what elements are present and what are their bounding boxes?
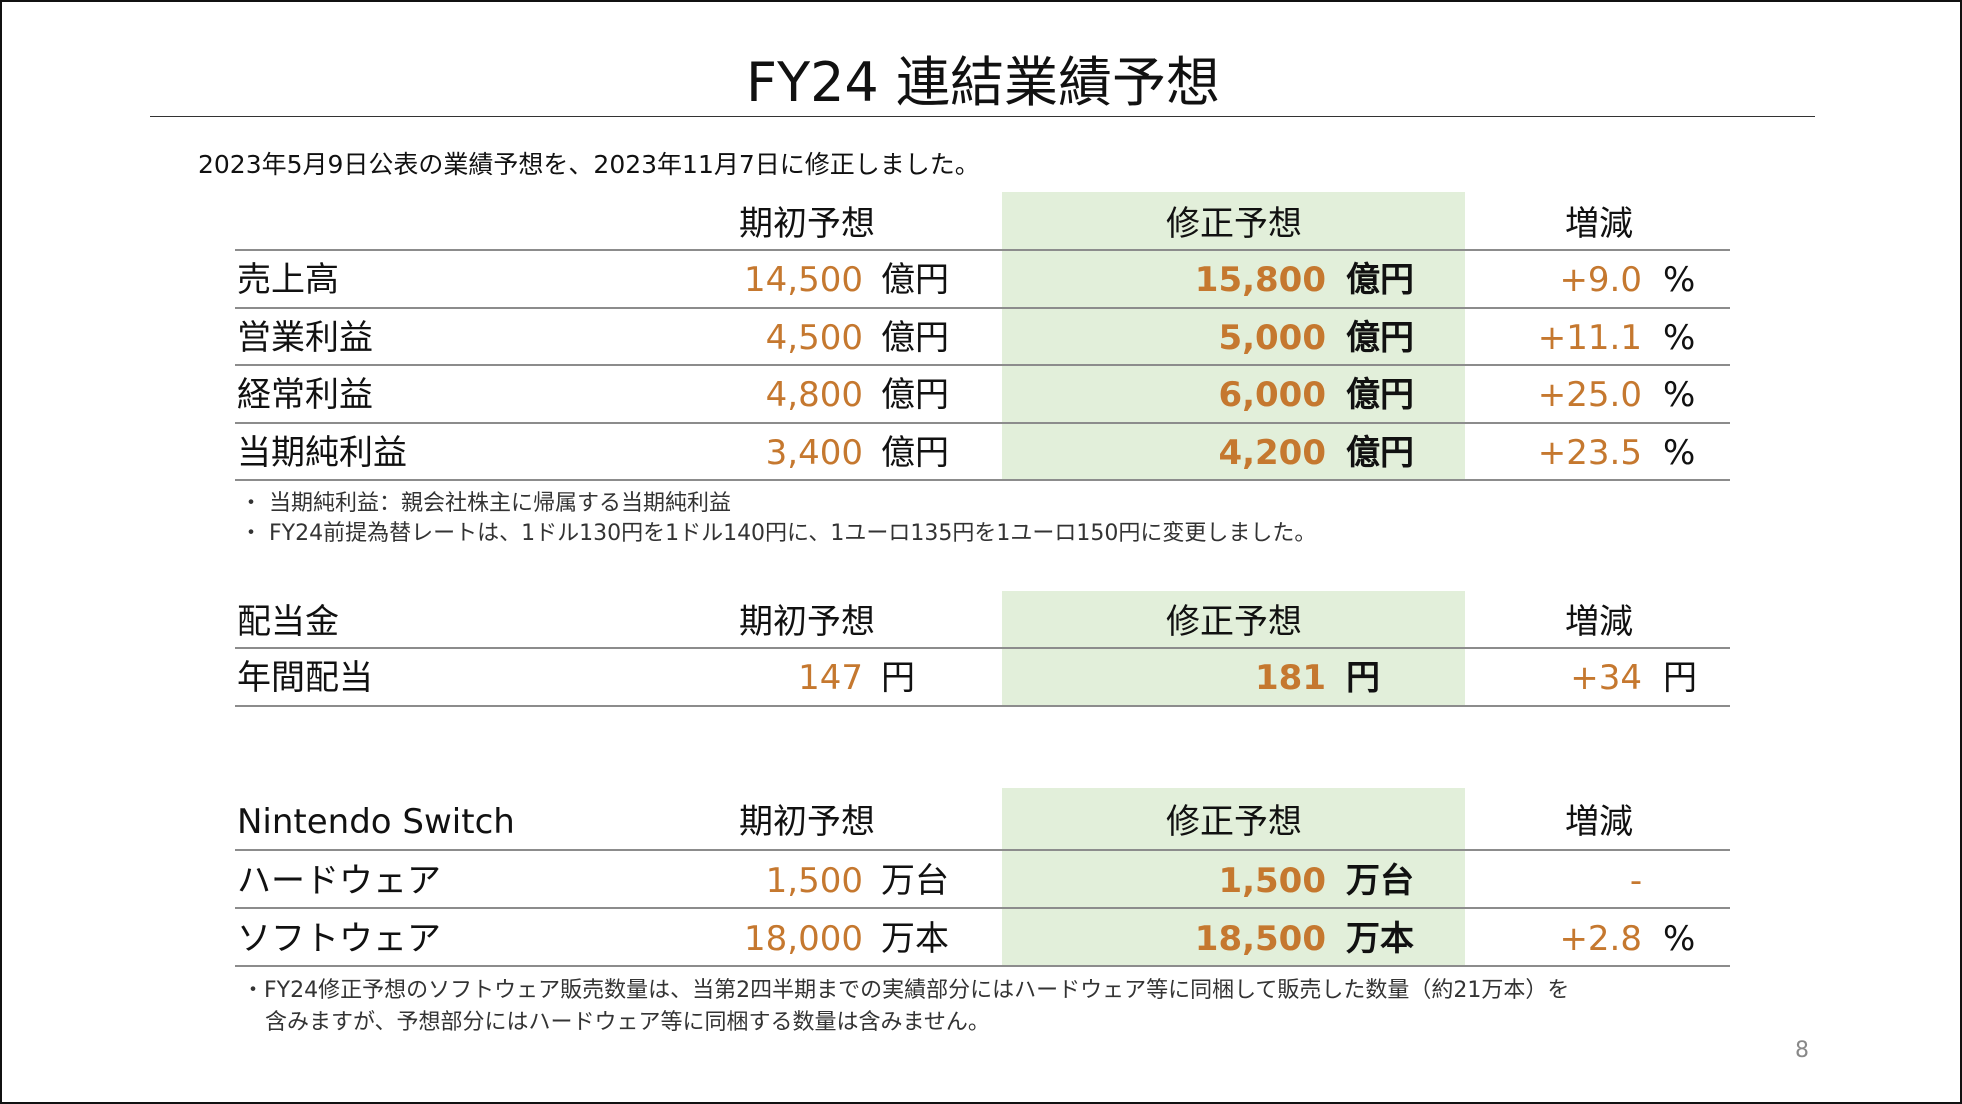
revised-value: 181 (1255, 658, 1326, 698)
initial-value: 4,500 (765, 317, 863, 358)
revised-unit: 万本 (1346, 919, 1414, 959)
note: ・FY24修正予想のソフトウェア販売数量は、当第2四半期までの実績部分にはハード… (242, 978, 1570, 1003)
column-header: 期初予想 (739, 602, 875, 642)
initial-unit: 万台 (881, 861, 949, 901)
initial-unit: 万本 (881, 919, 949, 959)
row-label: 売上高 (237, 260, 339, 300)
column-header: 期初予想 (739, 204, 875, 244)
revised-unit: 万台 (1346, 861, 1414, 901)
row-label: 経常利益 (237, 375, 373, 416)
row-label: 営業利益 (237, 317, 373, 358)
table-title: Nintendo Switch (237, 802, 515, 842)
note: ・ FY24前提為替レートは、1ドル130円を1ドル140円に、1ユーロ135円… (240, 521, 1317, 546)
change-value: +34 (1570, 658, 1642, 698)
initial-value: 147 (798, 658, 863, 698)
row-divider (235, 421, 1730, 424)
change-value: +23.5 (1537, 432, 1642, 473)
revised-column-band (1002, 788, 1465, 966)
initial-unit: 億円 (881, 375, 949, 416)
row-divider (235, 704, 1730, 707)
revised-value: 6,000 (1218, 375, 1326, 416)
change-unit: % (1663, 432, 1696, 473)
revised-unit: 円 (1346, 658, 1380, 698)
initial-unit: 億円 (881, 432, 949, 473)
row-label: 年間配当 (237, 658, 373, 698)
initial-unit: 億円 (881, 260, 949, 300)
column-header: 増減 (1565, 602, 1633, 642)
initial-value: 1,500 (765, 861, 863, 901)
change-value: +2.8 (1559, 919, 1642, 959)
column-header: 修正予想 (1166, 802, 1302, 842)
revised-value: 15,800 (1194, 260, 1326, 300)
note: 含みますが、予想部分にはハードウェア等に同梱する数量は含みません。 (265, 1010, 990, 1035)
column-header: 修正予想 (1166, 204, 1302, 244)
change-unit: % (1663, 317, 1696, 358)
row-divider (235, 849, 1730, 851)
row-label: ハードウェア (237, 861, 441, 901)
column-header: 増減 (1565, 802, 1633, 842)
change-value: - (1629, 861, 1643, 901)
column-header: 増減 (1565, 204, 1633, 244)
change-unit: 円 (1663, 658, 1697, 698)
column-header: 修正予想 (1166, 602, 1302, 642)
row-divider (235, 965, 1730, 967)
intro: 2023年5月9日公表の業績予想を、2023年11月7日に修正しました。 (198, 150, 980, 179)
row-divider (235, 907, 1730, 909)
row-label: 当期純利益 (237, 432, 407, 473)
row-divider (235, 306, 1730, 309)
initial-value: 4,800 (765, 375, 863, 416)
initial-unit: 円 (881, 658, 915, 698)
revised-value: 5,000 (1218, 317, 1326, 358)
revised-unit: 億円 (1346, 260, 1414, 300)
row-divider (235, 364, 1730, 367)
revised-column-band (1002, 192, 1465, 481)
change-value: +9.0 (1559, 260, 1642, 300)
title: FY24 連結業績予想 (746, 51, 1220, 114)
row-label: ソフトウェア (237, 919, 441, 959)
change-unit: % (1663, 919, 1696, 959)
change-unit: % (1663, 260, 1696, 300)
row-divider (235, 647, 1730, 649)
initial-unit: 億円 (881, 317, 949, 358)
revised-unit: 億円 (1346, 375, 1414, 416)
revised-value: 4,200 (1218, 432, 1326, 473)
row-divider (235, 479, 1730, 482)
table-title: 配当金 (237, 602, 339, 642)
page-number: 8 (1795, 1038, 1809, 1063)
title-rule (150, 116, 1815, 117)
initial-value: 18,000 (744, 919, 863, 959)
initial-value: 14,500 (744, 260, 863, 300)
note: ・ 当期純利益：親会社株主に帰属する当期純利益 (240, 491, 731, 516)
revised-value: 1,500 (1218, 861, 1326, 901)
column-header: 期初予想 (739, 802, 875, 842)
initial-value: 3,400 (765, 432, 863, 473)
revised-value: 18,500 (1194, 919, 1326, 959)
revised-unit: 億円 (1346, 317, 1414, 358)
row-divider (235, 249, 1730, 251)
change-value: +11.1 (1537, 317, 1642, 358)
change-value: +25.0 (1537, 375, 1642, 416)
revised-unit: 億円 (1346, 432, 1414, 473)
change-unit: % (1663, 375, 1696, 416)
